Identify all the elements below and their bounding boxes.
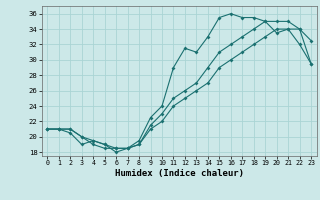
X-axis label: Humidex (Indice chaleur): Humidex (Indice chaleur) <box>115 169 244 178</box>
